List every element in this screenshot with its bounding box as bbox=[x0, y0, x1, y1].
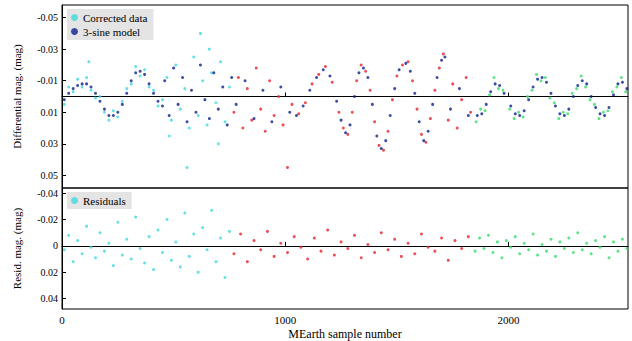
svg-text:0: 0 bbox=[53, 240, 58, 251]
svg-text:0.03: 0.03 bbox=[41, 138, 59, 149]
svg-text:0: 0 bbox=[59, 314, 65, 326]
svg-text:-0.01: -0.01 bbox=[37, 75, 58, 86]
svg-text:Corrected data: Corrected data bbox=[83, 12, 148, 24]
svg-text:-0.05: -0.05 bbox=[37, 12, 58, 23]
svg-text:Residuals: Residuals bbox=[83, 195, 126, 207]
svg-text:0.02: 0.02 bbox=[41, 267, 59, 278]
svg-text:0.04: 0.04 bbox=[41, 293, 59, 304]
svg-text:-0.02: -0.02 bbox=[37, 214, 58, 225]
svg-text:MEarth sample number: MEarth sample number bbox=[288, 327, 401, 341]
svg-text:Differential mag. (mag): Differential mag. (mag) bbox=[11, 44, 24, 149]
svg-text:-0.03: -0.03 bbox=[37, 44, 58, 55]
svg-text:-0.04: -0.04 bbox=[37, 188, 58, 199]
svg-text:3-sine model: 3-sine model bbox=[83, 26, 140, 38]
svg-text:Resid. mag. (mag): Resid. mag. (mag) bbox=[11, 208, 24, 290]
svg-text:0.05: 0.05 bbox=[41, 170, 59, 181]
svg-text:0.01: 0.01 bbox=[41, 107, 59, 118]
svg-text:2000: 2000 bbox=[498, 314, 521, 326]
svg-text:1000: 1000 bbox=[274, 314, 297, 326]
